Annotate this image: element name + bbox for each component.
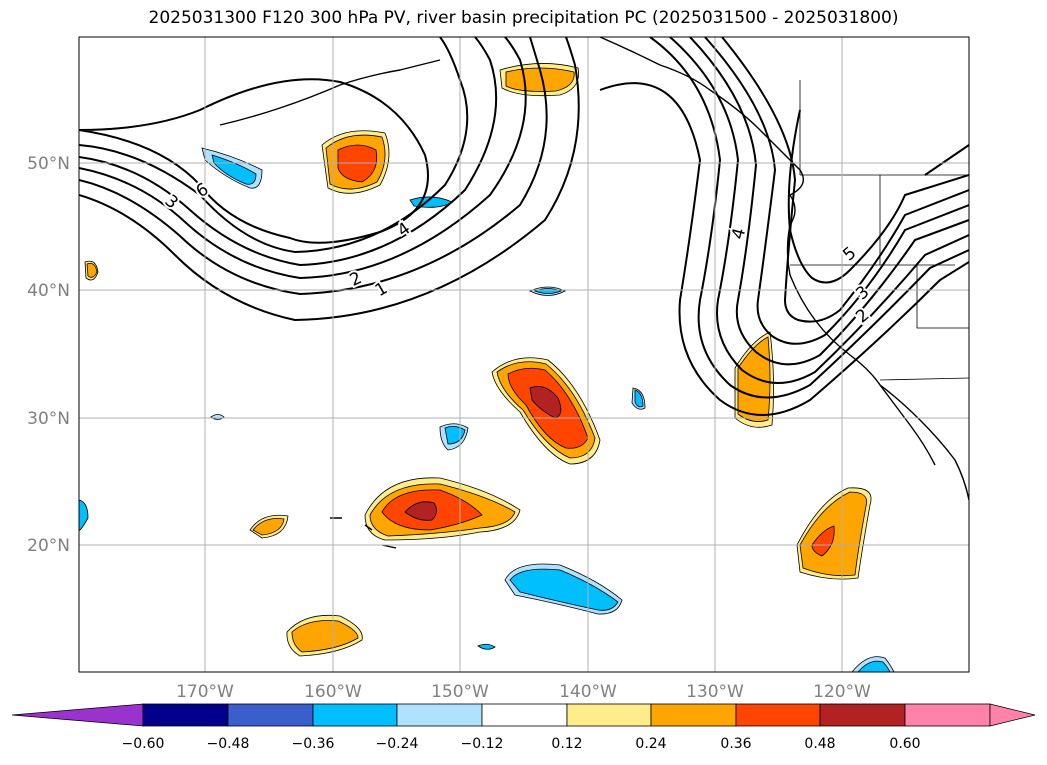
lat-label: 40°N bbox=[27, 281, 70, 301]
coastline-aleutians bbox=[219, 59, 441, 126]
precip-blob bbox=[79, 499, 89, 531]
pv-contour bbox=[599, 82, 969, 416]
colorbar-segment bbox=[396, 703, 483, 727]
map-area: 6 3 4 2 1 4 5 3 2 bbox=[79, 37, 969, 672]
precip-blob bbox=[509, 568, 619, 611]
lat-label: 20°N bbox=[27, 536, 70, 556]
pv-contour bbox=[649, 37, 969, 399]
lon-label: 150°W bbox=[431, 682, 489, 702]
colorbar-extend-min bbox=[11, 703, 144, 727]
border-us-mexico bbox=[879, 377, 969, 381]
colorbar-tick-label: −0.48 bbox=[207, 736, 250, 752]
contour-label: 4 bbox=[394, 219, 414, 242]
gridlines bbox=[79, 37, 969, 672]
precip-blob bbox=[210, 414, 225, 420]
border-state bbox=[916, 265, 969, 329]
precip-blob bbox=[404, 501, 437, 521]
colorbar-tick-label: −0.12 bbox=[461, 736, 504, 752]
precip-blob bbox=[291, 620, 359, 653]
precip-blob bbox=[252, 518, 285, 536]
pv-contour bbox=[924, 144, 969, 176]
precip-blob bbox=[211, 154, 257, 185]
precip-blob bbox=[811, 525, 835, 557]
lon-label: 120°W bbox=[813, 682, 871, 702]
precip-blob bbox=[634, 389, 644, 408]
colorbar-tick-label: 0.36 bbox=[720, 736, 751, 752]
lon-label: 160°W bbox=[304, 682, 362, 702]
colorbar: −0.60 −0.48 −0.36 −0.24 −0.12 0.12 0.24 … bbox=[11, 703, 1036, 752]
contour-label: 2 bbox=[347, 268, 365, 291]
pv-contour bbox=[79, 37, 527, 280]
colorbar-segment bbox=[481, 703, 568, 727]
coastline-alaska bbox=[599, 37, 804, 226]
lon-label: 130°W bbox=[686, 682, 744, 702]
pv-contour bbox=[79, 37, 580, 322]
colorbar-segment bbox=[312, 703, 398, 727]
contour-label: 6 bbox=[193, 179, 212, 202]
pv-contour bbox=[669, 37, 969, 384]
pv-contour bbox=[721, 37, 969, 323]
colorbar-segment bbox=[566, 703, 652, 727]
colorbar-tick-label: 0.48 bbox=[804, 736, 835, 752]
lon-label: 170°W bbox=[176, 682, 234, 702]
longitude-labels: 170°W 160°W 150°W 140°W 130°W 120°W bbox=[176, 682, 871, 702]
pv-contour bbox=[79, 37, 498, 267]
lat-label: 50°N bbox=[27, 154, 70, 174]
colorbar-tick-label: −0.24 bbox=[376, 736, 419, 752]
colorbar-segment bbox=[904, 703, 991, 727]
map-frame bbox=[78, 36, 970, 673]
figure-title: 2025031300 F120 300 hPa PV, river basin … bbox=[148, 8, 899, 28]
lat-label: 30°N bbox=[27, 409, 70, 429]
colorbar-tick-label: 0.12 bbox=[551, 736, 582, 752]
colorbar-extend-max bbox=[989, 703, 1036, 727]
precip-blob bbox=[86, 262, 98, 278]
colorbar-segment bbox=[735, 703, 821, 727]
colorbar-segment bbox=[142, 703, 229, 727]
contour-labels: 6 3 4 2 1 4 5 3 2 bbox=[159, 177, 876, 329]
coastline-baja bbox=[879, 384, 936, 466]
colorbar-segment bbox=[819, 703, 906, 727]
pv-contour bbox=[704, 37, 969, 345]
precip-blob bbox=[529, 385, 562, 419]
latitude-labels: 50°N 40°N 30°N 20°N bbox=[27, 154, 70, 556]
pv-contour bbox=[79, 78, 429, 244]
colorbar-tick-label: −0.36 bbox=[292, 736, 335, 752]
pv-contour bbox=[79, 37, 548, 296]
contour-label: 3 bbox=[161, 191, 182, 213]
coastline-na-west bbox=[786, 224, 969, 501]
precip-blob bbox=[477, 643, 496, 650]
contour-label: 4 bbox=[728, 226, 750, 242]
lon-label: 140°W bbox=[559, 682, 617, 702]
colorbar-tick-label: 0.24 bbox=[635, 736, 666, 752]
precip-blob bbox=[857, 660, 891, 672]
pv-contour bbox=[787, 109, 969, 284]
pv-contour bbox=[689, 37, 969, 366]
colorbar-tick-label: −0.60 bbox=[122, 736, 165, 752]
country-borders bbox=[790, 80, 969, 381]
colorbar-segment bbox=[227, 703, 314, 727]
colorbar-tick-label: 0.60 bbox=[889, 736, 920, 752]
colorbar-segment bbox=[650, 703, 737, 727]
